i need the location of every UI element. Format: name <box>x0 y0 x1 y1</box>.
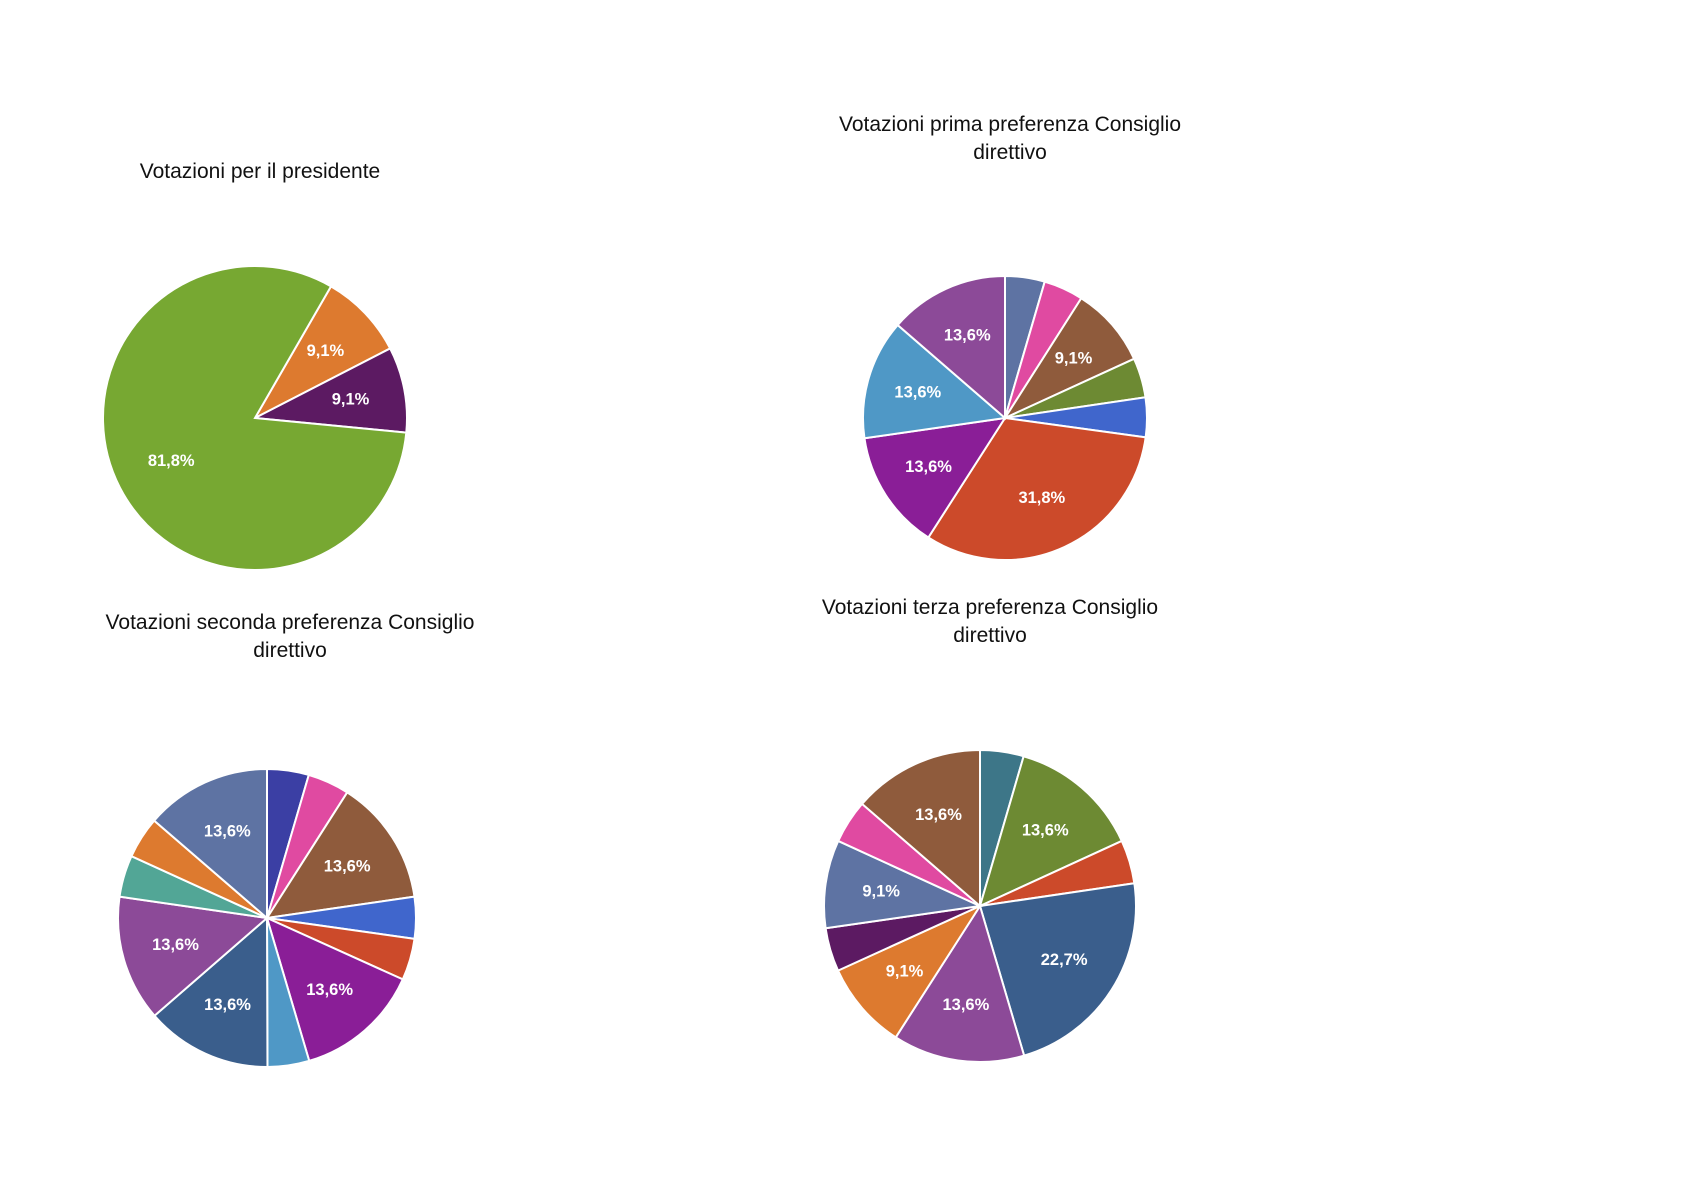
pie-slice <box>862 323 1008 440</box>
slice-label: 81,8% <box>148 452 195 470</box>
slice-label: 13,6% <box>894 383 941 401</box>
slice-label: 9,1% <box>1055 349 1093 367</box>
pie-slice <box>117 895 270 1018</box>
pie-slice <box>978 882 1137 1057</box>
pie-slice <box>153 915 269 1069</box>
pie-slice <box>860 748 981 909</box>
slice-label: 13,6% <box>204 822 251 840</box>
chart-title: Votazioni seconda preferenza Consiglio d… <box>105 611 475 662</box>
slice-label: 13,6% <box>306 981 353 999</box>
pie-slice <box>1002 296 1136 421</box>
pie-slice <box>265 916 405 1063</box>
pie-slice <box>978 754 1124 908</box>
slice-label: 13,6% <box>905 458 952 476</box>
pie-slice <box>823 839 984 930</box>
chart-title: Votazioni per il presidente <box>139 160 381 183</box>
slice-label: 13,6% <box>324 857 371 875</box>
slice-label: 31,8% <box>1018 489 1065 507</box>
pie-slice <box>102 265 408 571</box>
pie-slice <box>251 347 408 434</box>
pie-slice <box>252 284 392 421</box>
slice-label: 13,6% <box>1022 821 1069 839</box>
slice-label: 9,1% <box>862 883 900 901</box>
pie-slice <box>863 416 1008 539</box>
pie-slice <box>894 903 1026 1063</box>
slice-label: 9,1% <box>332 391 370 409</box>
slice-label: 9,1% <box>307 342 345 360</box>
slice-label: 13,6% <box>942 996 989 1014</box>
chart-title: Votazioni prima preferenza Consiglio dir… <box>838 113 1182 164</box>
pie-slice <box>836 903 983 1039</box>
pie-slice <box>152 767 268 921</box>
pie-slice <box>264 791 416 920</box>
slice-label: 13,6% <box>152 936 199 954</box>
pie-slice <box>896 274 1006 421</box>
chart-title: Votazioni terza preferenza Consiglio dir… <box>821 596 1159 647</box>
slice-label: 9,1% <box>886 962 924 980</box>
slice-label: 13,6% <box>915 806 962 824</box>
slice-label: 13,6% <box>944 326 991 344</box>
slice-label: 22,7% <box>1041 951 1088 969</box>
slice-label: 13,6% <box>204 996 251 1014</box>
